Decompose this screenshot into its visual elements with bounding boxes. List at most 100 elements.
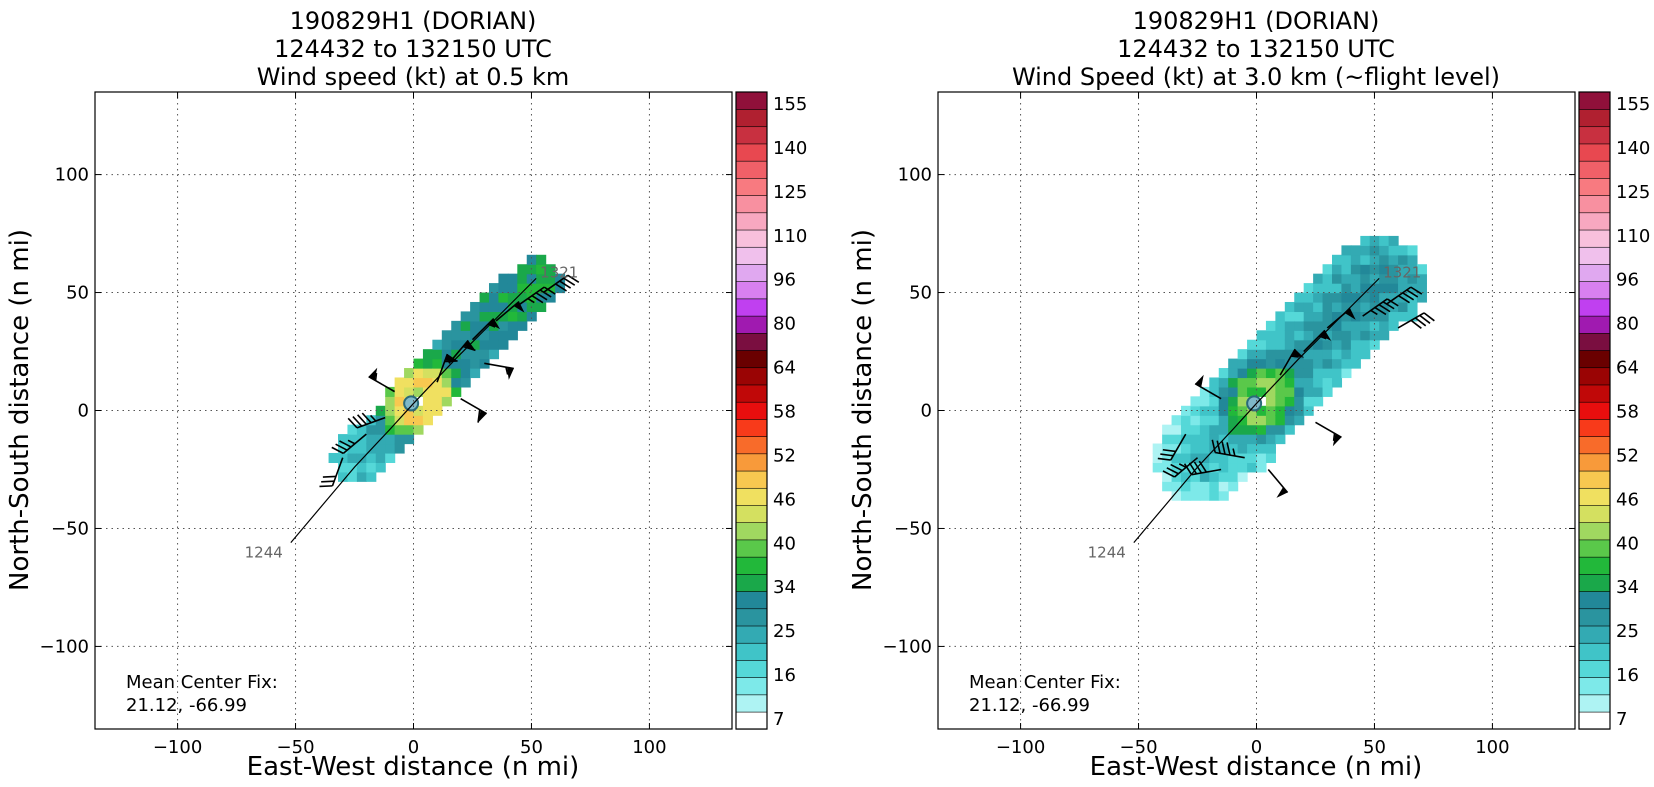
swath-cell: [1313, 377, 1324, 388]
swath-cell: [470, 339, 481, 350]
wind-barb: [1211, 439, 1245, 459]
chart-title-line-2: 124432 to 132150 UTC: [274, 35, 552, 63]
barb-flag: [1198, 460, 1208, 473]
swath-cell: [1341, 368, 1352, 379]
swath-cell: [1237, 358, 1248, 369]
barb-flag: [1188, 462, 1198, 475]
swath-cell: [1228, 434, 1239, 445]
colorbar: 7 16 25 34 40 46 52 58 64 80 96 110 125 140 155: [735, 91, 807, 730]
swath-cell: [1265, 452, 1276, 464]
colorbar-level: [1578, 522, 1611, 541]
barb-shaft: [1267, 468, 1289, 493]
swath-cell: [1209, 471, 1220, 482]
wind-barb: [1385, 286, 1423, 305]
swath-cell: [488, 339, 500, 350]
colorbar-tick-label: 58: [1616, 402, 1639, 423]
swath-cell: [1322, 368, 1333, 379]
swath-cell: [1265, 358, 1276, 369]
swath-cell: [1228, 386, 1239, 397]
swath-cell: [1265, 396, 1276, 407]
swath-cell: [375, 405, 386, 416]
swath-cell: [394, 386, 405, 397]
swath-cell: [1379, 320, 1390, 331]
wind-barb: [1194, 374, 1222, 400]
swath-cell: [1218, 377, 1229, 388]
barb-half-flag: [487, 323, 496, 328]
swath-cell: [394, 443, 405, 454]
colorbar-level: [735, 573, 768, 592]
swath-cell: [1331, 358, 1343, 369]
swath-cell: [1341, 339, 1352, 350]
swath-cell: [1209, 415, 1220, 426]
swath-cell: [1199, 443, 1210, 454]
swath-cell: [1369, 245, 1380, 256]
swath-cell: [470, 320, 481, 331]
swath-cell: [1313, 339, 1324, 350]
swath-cell: [1256, 330, 1267, 341]
swath-cell: [1294, 292, 1305, 303]
swath-cell: [422, 368, 433, 379]
chart-title-line-1: 190829H1 (DORIAN): [1133, 7, 1380, 35]
swath-cell: [1247, 368, 1258, 379]
barb-flag: [1406, 289, 1419, 298]
swath-cell: [1218, 462, 1229, 473]
swath-cell: [1228, 481, 1239, 492]
swath-cell: [1360, 311, 1371, 322]
swath-cell: [1331, 283, 1343, 294]
swath-cell: [1190, 415, 1201, 426]
swath-cell: [498, 273, 509, 284]
swath-cell: [451, 377, 462, 388]
swath-cell: [1265, 368, 1276, 379]
colorbar-level: [735, 659, 768, 678]
swath-cell: [1171, 415, 1182, 426]
barb-shaft: [1279, 348, 1296, 376]
swath-cell: [1162, 452, 1173, 464]
barb-half-flag: [1332, 433, 1336, 441]
barb-pennant: [368, 367, 378, 381]
barb-half-flag: [1178, 463, 1187, 469]
y-tick-label: −50: [51, 518, 89, 539]
swath-cell: [1228, 415, 1239, 426]
swath-cell: [1256, 368, 1267, 379]
x-tick-label: 0: [408, 737, 419, 758]
swath-cell: [517, 264, 528, 275]
swath-cell: [432, 377, 443, 388]
colorbar-tick-label: 125: [1616, 182, 1650, 203]
swath-cell: [356, 452, 367, 464]
swath-cell: [1190, 490, 1201, 501]
swath-cell: [1331, 377, 1343, 388]
swath-cell: [1369, 292, 1380, 303]
colorbar-level: [735, 177, 768, 196]
barb-shaft: [1362, 298, 1388, 317]
swath-cell: [1209, 434, 1220, 445]
swath-cell: [1388, 301, 1399, 313]
swath-cell: [1228, 358, 1239, 369]
swath-cell: [413, 377, 424, 388]
swath-cell: [1350, 358, 1361, 369]
wind-barb: [1315, 421, 1342, 447]
swath-cell: [1313, 292, 1324, 303]
swath-cell: [441, 396, 452, 407]
swath-cell: [1360, 330, 1371, 341]
colorbar-level: [1578, 367, 1611, 386]
plot-area: −100 −50 0 50 100 −100 −50 0 50 100 1244 1321: [40, 91, 733, 758]
swath-cell: [1237, 368, 1248, 379]
swath-cell: [1322, 339, 1333, 350]
swath-cell: [1209, 377, 1220, 388]
colorbar-tick-label: 16: [773, 665, 796, 686]
colorbar-level: [735, 315, 768, 334]
swath-cell: [422, 358, 433, 369]
panel-right: 190829H1 (DORIAN) 124432 to 132150 UTC W…: [848, 7, 1650, 782]
swath-cell: [1228, 452, 1239, 464]
colorbar-level: [1578, 573, 1611, 592]
swath-cell: [366, 452, 377, 464]
swath-cell: [404, 377, 415, 388]
colorbar-tick-label: 64: [1616, 358, 1639, 379]
swath-cell: [1388, 283, 1399, 294]
swath-cell: [1181, 434, 1192, 445]
swath-cell: [347, 443, 358, 454]
swath-cell: [366, 415, 377, 426]
swath-cell: [422, 396, 433, 407]
wind-barb: [471, 317, 501, 341]
barb-flag: [1170, 463, 1183, 472]
